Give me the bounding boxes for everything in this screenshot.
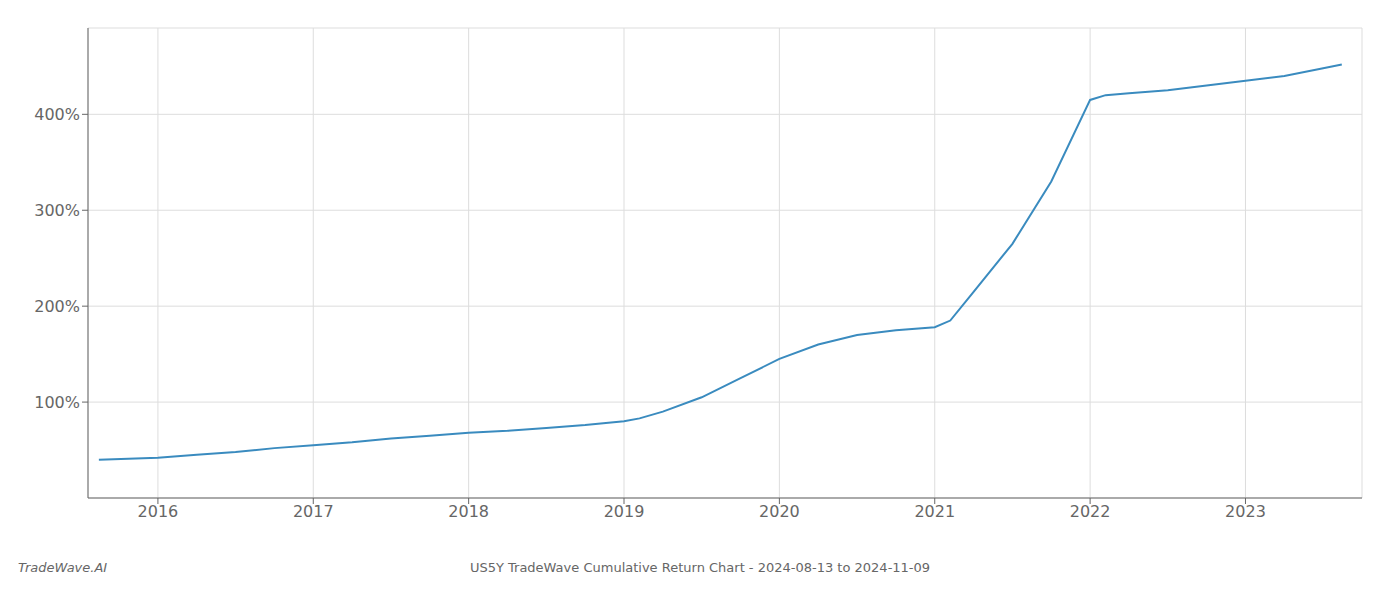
svg-text:400%: 400% [34, 105, 80, 124]
svg-text:2018: 2018 [448, 502, 489, 521]
svg-text:2021: 2021 [914, 502, 955, 521]
svg-text:200%: 200% [34, 297, 80, 316]
svg-text:2022: 2022 [1070, 502, 1111, 521]
html-text:TradeWave.AI: TradeWave.AI [18, 560, 108, 575]
svg-text:2020: 2020 [759, 502, 800, 521]
svg-text:2019: 2019 [604, 502, 645, 521]
svg-text:2023: 2023 [1225, 502, 1266, 521]
svg-text:300%: 300% [34, 201, 80, 220]
svg-text:2017: 2017 [293, 502, 334, 521]
svg-text:2016: 2016 [138, 502, 179, 521]
html-text:US5Y TradeWave Cumulative Retu: US5Y TradeWave Cumulative Return Chart -… [469, 560, 931, 575]
svg-text:100%: 100% [34, 393, 80, 412]
